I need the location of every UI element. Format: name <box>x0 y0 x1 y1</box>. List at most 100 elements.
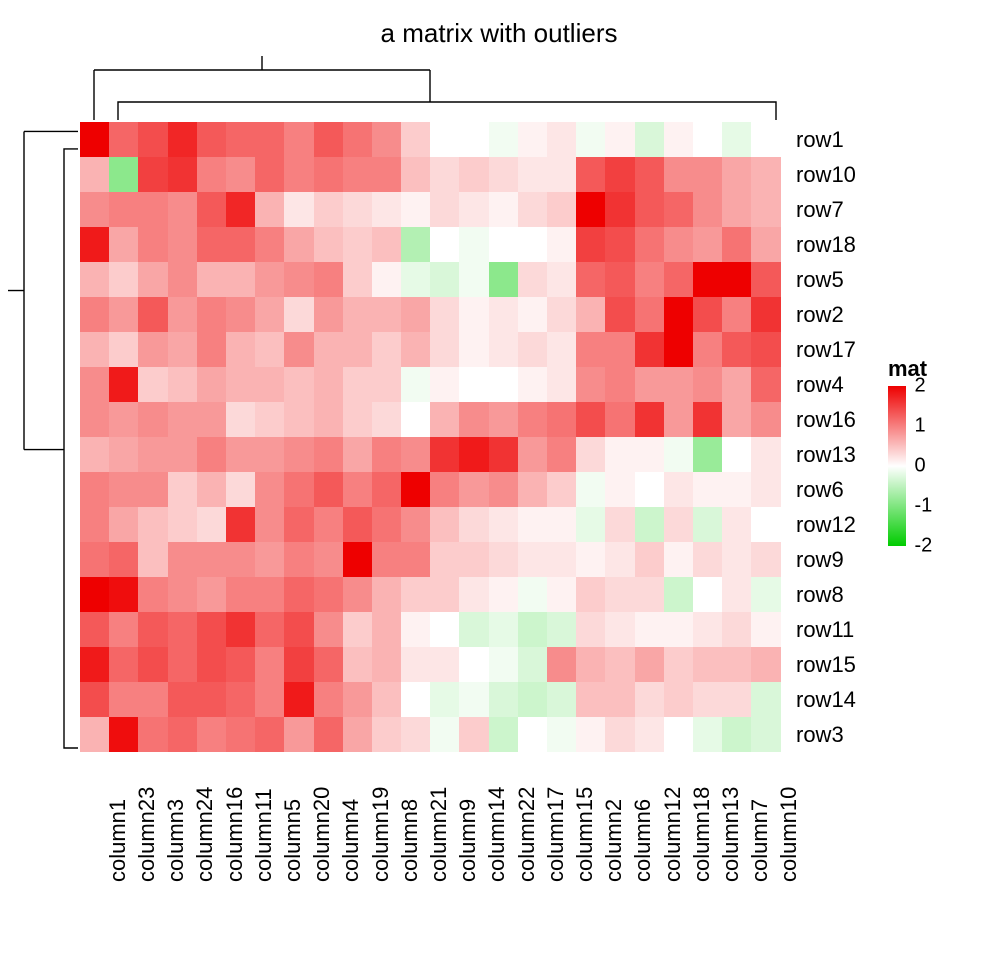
heatmap-cell <box>80 682 109 717</box>
heatmap-cell <box>722 122 751 157</box>
heatmap-cell <box>635 262 664 297</box>
heatmap-cell <box>722 297 751 332</box>
heatmap-cell <box>518 577 547 612</box>
heatmap-cell <box>138 157 167 192</box>
row-label: row11 <box>790 612 856 647</box>
heatmap-cell <box>197 717 226 752</box>
heatmap-cell <box>722 157 751 192</box>
heatmap-cell <box>664 647 693 682</box>
heatmap-cell <box>314 437 343 472</box>
heatmap-cell <box>576 192 605 227</box>
heatmap-cell <box>635 437 664 472</box>
heatmap-cell <box>751 402 780 437</box>
heatmap-cell <box>314 122 343 157</box>
heatmap-cell <box>255 332 284 367</box>
heatmap-cell <box>518 262 547 297</box>
heatmap-cell <box>576 577 605 612</box>
heatmap-cell <box>284 717 313 752</box>
heatmap-cell <box>197 577 226 612</box>
heatmap-cell <box>576 297 605 332</box>
heatmap-cell <box>459 157 488 192</box>
heatmap-cell <box>80 437 109 472</box>
heatmap-cell <box>226 402 255 437</box>
heatmap-cell <box>605 472 634 507</box>
heatmap-cell <box>547 332 576 367</box>
heatmap-cell <box>547 227 576 262</box>
heatmap-cell <box>518 192 547 227</box>
heatmap-cell <box>226 682 255 717</box>
heatmap-cell <box>430 542 459 577</box>
heatmap-cell <box>284 612 313 647</box>
heatmap-cell <box>547 262 576 297</box>
heatmap-cell <box>751 472 780 507</box>
heatmap-cell <box>459 682 488 717</box>
heatmap-cell <box>518 717 547 752</box>
heatmap-cell <box>635 332 664 367</box>
heatmap-cell <box>693 577 722 612</box>
heatmap-cell <box>430 157 459 192</box>
heatmap-cell <box>605 647 634 682</box>
heatmap-cell <box>372 262 401 297</box>
heatmap-cell <box>635 227 664 262</box>
heatmap-cell <box>372 717 401 752</box>
heatmap-cell <box>518 507 547 542</box>
heatmap-cell <box>489 122 518 157</box>
heatmap-cell <box>314 297 343 332</box>
heatmap-cell <box>664 122 693 157</box>
row-label: row2 <box>790 297 856 332</box>
heatmap-cell <box>430 472 459 507</box>
heatmap-cell <box>226 332 255 367</box>
heatmap-cell <box>109 367 138 402</box>
heatmap-cell <box>138 262 167 297</box>
heatmap-cell <box>518 542 547 577</box>
heatmap-cell <box>518 647 547 682</box>
heatmap-cell <box>343 227 372 262</box>
heatmap-cell <box>401 332 430 367</box>
heatmap-cell <box>430 507 459 542</box>
legend-tick: 1 <box>914 415 925 438</box>
column-label: column11 <box>251 788 277 882</box>
heatmap-cell <box>489 192 518 227</box>
heatmap-cell <box>722 647 751 682</box>
heatmap-cell <box>255 227 284 262</box>
heatmap-cell <box>751 192 780 227</box>
heatmap-cell <box>401 717 430 752</box>
heatmap-cell <box>80 262 109 297</box>
heatmap-cell <box>80 472 109 507</box>
heatmap-cell <box>489 227 518 262</box>
heatmap-cell <box>751 122 780 157</box>
heatmap-cell <box>547 577 576 612</box>
heatmap-cell <box>751 507 780 542</box>
column-label: column18 <box>689 787 715 882</box>
heatmap-cell <box>109 542 138 577</box>
row-label: row1 <box>790 122 856 157</box>
heatmap-cell <box>197 507 226 542</box>
heatmap-cell <box>547 437 576 472</box>
heatmap-cell <box>372 367 401 402</box>
column-label: column2 <box>601 799 627 882</box>
heatmap-cell <box>547 122 576 157</box>
heatmap-cell <box>80 647 109 682</box>
color-legend: mat 210-1-2 <box>888 356 988 546</box>
heatmap-cell <box>518 332 547 367</box>
heatmap-cell <box>168 717 197 752</box>
heatmap-cell <box>168 192 197 227</box>
heatmap-cell <box>138 717 167 752</box>
heatmap-cell <box>605 192 634 227</box>
heatmap-cell <box>430 577 459 612</box>
heatmap-cell <box>635 157 664 192</box>
column-label: column20 <box>309 787 335 882</box>
heatmap-cell <box>314 262 343 297</box>
heatmap-cell <box>635 682 664 717</box>
heatmap-cell <box>605 437 634 472</box>
heatmap-cell <box>430 262 459 297</box>
heatmap-cell <box>372 647 401 682</box>
heatmap-cell <box>547 367 576 402</box>
heatmap-cell <box>314 507 343 542</box>
heatmap-cell <box>138 367 167 402</box>
heatmap-cell <box>664 577 693 612</box>
heatmap-cell <box>693 647 722 682</box>
heatmap-cell <box>459 367 488 402</box>
heatmap-cell <box>372 612 401 647</box>
heatmap-cell <box>226 577 255 612</box>
